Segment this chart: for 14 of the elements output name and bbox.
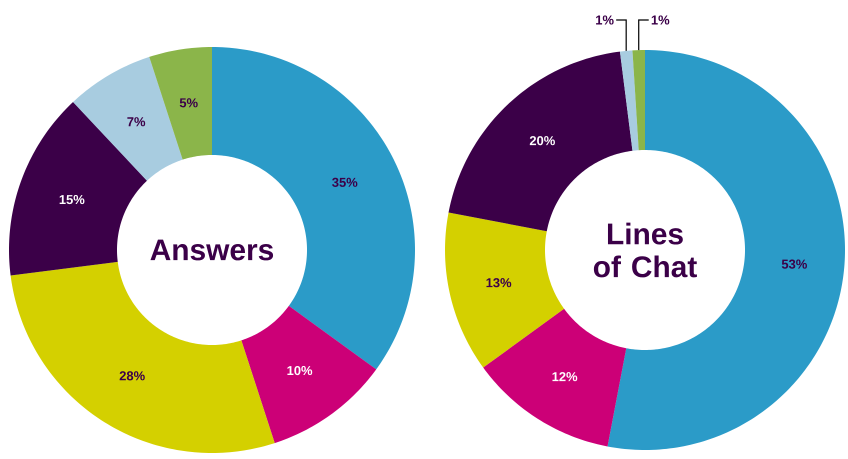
text: Lines of Chat	[594, 222, 697, 278]
data-label: 15%	[60, 194, 84, 204]
data-label: 35%	[332, 178, 358, 187]
data-label: 12%	[552, 372, 578, 382]
data-label: 13%	[486, 278, 512, 288]
data-label: 28%	[120, 371, 145, 380]
data-label: 53%	[782, 260, 807, 269]
data-label: 1%	[652, 15, 670, 25]
data-label: 10%	[287, 366, 312, 376]
data-label: 5%	[180, 98, 198, 108]
data-label: 7%	[127, 117, 146, 126]
text: Answers	[150, 240, 274, 260]
data-label: 20%	[530, 136, 555, 146]
data-label: 1%	[596, 15, 614, 25]
